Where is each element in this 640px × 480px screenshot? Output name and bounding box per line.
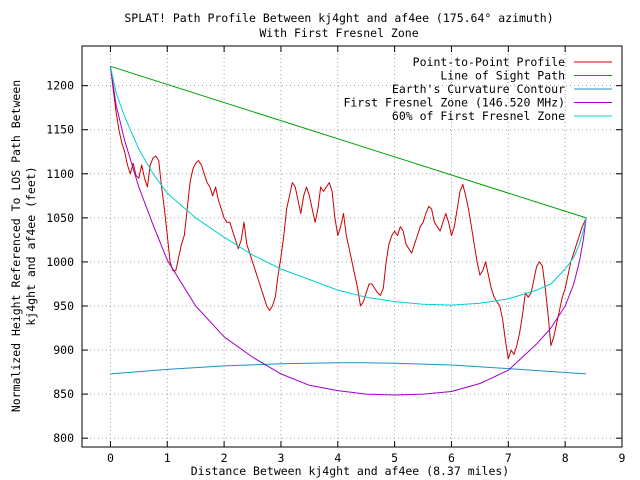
x-axis-label: Distance Between kj4ght and af4ee (8.37 … bbox=[191, 464, 510, 478]
plot-frame bbox=[81, 45, 623, 448]
series-line-3 bbox=[109, 66, 587, 396]
y-axis-label-line2: kj4ght and af4ee (feet) bbox=[24, 166, 38, 325]
x-tick-label-6: 6 bbox=[448, 451, 455, 465]
y-tick-label-1000: 1000 bbox=[46, 255, 74, 269]
y-tick-label-800: 800 bbox=[53, 431, 74, 445]
series-line-1 bbox=[110, 65, 587, 219]
x-tick-label-4: 4 bbox=[334, 451, 341, 465]
y-tick-label-1100: 1100 bbox=[46, 167, 74, 181]
legend-label-4: 60% of First Fresnel Zone bbox=[392, 109, 565, 123]
series-line-4 bbox=[109, 66, 587, 306]
y-tick-label-1200: 1200 bbox=[46, 79, 74, 93]
x-tick-label-1: 1 bbox=[164, 451, 171, 465]
x-tick-label-5: 5 bbox=[391, 451, 398, 465]
y-tick-label-950: 950 bbox=[53, 299, 74, 313]
y-tick-label-1050: 1050 bbox=[46, 211, 74, 225]
x-tick-label-9: 9 bbox=[619, 451, 626, 465]
x-tick-label-2: 2 bbox=[221, 451, 228, 465]
y-tick-label-900: 900 bbox=[53, 343, 74, 357]
x-tick-label-7: 7 bbox=[505, 451, 512, 465]
series-line-0 bbox=[109, 66, 587, 360]
x-tick-label-8: 8 bbox=[562, 451, 569, 465]
chart-subtitle: With First Fresnel Zone bbox=[259, 26, 418, 40]
legend-label-1: Line of Sight Path bbox=[440, 69, 565, 83]
axis-ticks: 0 1 2 3 4 5 6 7 8 9 800 850 900 950 1000 1050 1100 1150 12… bbox=[46, 46, 626, 465]
y-tick-label-1150: 1150 bbox=[46, 123, 74, 137]
series-line-2 bbox=[110, 362, 587, 375]
x-tick-label-3: 3 bbox=[277, 451, 284, 465]
chart-title: SPLAT! Path Profile Between kj4ght and a… bbox=[124, 11, 553, 25]
legend-label-3: First Fresnel Zone (146.520 MHz) bbox=[343, 96, 565, 110]
legend-label-0: Point-to-Point Profile bbox=[413, 55, 565, 69]
x-tick-label-0: 0 bbox=[107, 451, 114, 465]
y-tick-label-850: 850 bbox=[53, 387, 74, 401]
plot-curves bbox=[109, 65, 587, 396]
y-axis-label-line1: Normalized Height Referenced To LOS Path… bbox=[9, 80, 23, 412]
legend-label-2: Earth's Curvature Contour bbox=[392, 82, 565, 96]
